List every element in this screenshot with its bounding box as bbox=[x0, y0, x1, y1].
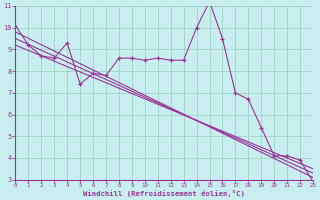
X-axis label: Windchill (Refroidissement éolien,°C): Windchill (Refroidissement éolien,°C) bbox=[83, 190, 245, 197]
